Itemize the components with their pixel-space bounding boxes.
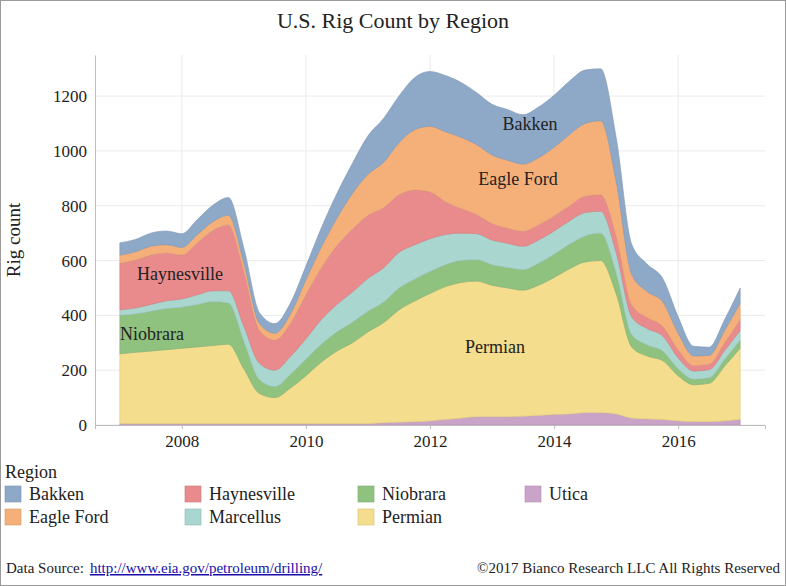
tick-label: 2010 <box>289 432 323 451</box>
tick-label: 600 <box>62 251 88 270</box>
legend-item: Permian <box>358 507 442 527</box>
tick-label: 400 <box>62 306 88 325</box>
tick: 1200 <box>53 87 87 106</box>
tick-mark <box>430 425 431 429</box>
legend-item: Haynesville <box>185 484 295 504</box>
legend-label: Permian <box>382 507 442 527</box>
tick: 2010 <box>289 425 323 451</box>
chart: 2008 2010 2012 2014 2016 0 200 400 600 800 1000 120… <box>0 0 786 586</box>
tick-mark <box>306 425 307 429</box>
tick: 0 <box>79 416 88 435</box>
plot-area <box>120 69 740 425</box>
tick: 800 <box>62 197 88 216</box>
tick-label: 2008 <box>165 432 199 451</box>
tick-label: 1200 <box>53 87 87 106</box>
tick-label: 2012 <box>414 432 448 451</box>
title: U.S. Rig Count by Region <box>277 8 509 33</box>
legend-item: Bakken <box>5 484 84 504</box>
area-label: Bakken <box>503 114 558 134</box>
legend-swatch <box>525 486 541 502</box>
legend-item: Marcellus <box>185 507 281 527</box>
legend-swatch <box>5 509 21 525</box>
tick: 2012 <box>414 425 448 451</box>
legend-swatch <box>185 486 201 502</box>
tick-mark <box>182 425 183 429</box>
tick-label: 800 <box>62 197 88 216</box>
tick-label: 2014 <box>538 432 573 451</box>
legend-swatch <box>358 486 374 502</box>
tick: 600 <box>62 251 88 270</box>
x-axis: 2008 2010 2012 2014 2016 <box>96 425 766 451</box>
legend-swatch <box>185 509 201 525</box>
legend-label: Utica <box>549 484 588 504</box>
legend: RegionBakken Eagle Ford Haynesville Marcell… <box>5 462 588 527</box>
background <box>1 1 786 586</box>
legend-label: Niobrara <box>382 484 446 504</box>
area-labels: Bakken Eagle Ford Haynesville Niobrara Permi… <box>120 114 558 357</box>
tick-label: 1000 <box>53 142 87 161</box>
tick: 200 <box>62 361 88 380</box>
area <box>120 69 740 356</box>
tick: 400 <box>62 306 88 325</box>
axis-line <box>95 56 96 426</box>
area-label: Niobrara <box>120 324 184 344</box>
source-link[interactable]: http://www.eia.gov/petroleum/drilling/ <box>90 560 323 576</box>
legend-item: Niobrara <box>358 484 446 504</box>
area-label: Eagle Ford <box>478 169 557 189</box>
copyright: ©2017 Bianco Research LLC All Rights Res… <box>477 560 781 576</box>
footer: Data Source: http://www.eia.gov/petroleum… <box>6 560 780 576</box>
tick-label: 2016 <box>662 432 696 451</box>
legend-label: Eagle Ford <box>29 507 108 527</box>
tick: 2014 <box>538 425 573 451</box>
tick-mark <box>678 425 679 429</box>
legend-item: Eagle Ford <box>5 507 108 527</box>
tick: 2008 <box>165 425 199 451</box>
y-axis-title: Rig count <box>3 202 24 277</box>
tick: 2016 <box>662 425 696 451</box>
grid <box>95 55 765 425</box>
legend-title: Region <box>5 462 57 482</box>
tick-label: 0 <box>79 416 88 435</box>
tick-label: 200 <box>62 361 88 380</box>
area-label: Haynesville <box>137 264 223 284</box>
legend-label: Marcellus <box>209 507 281 527</box>
source-label: Data Source: <box>6 560 84 576</box>
area-label: Permian <box>465 337 525 357</box>
y-axis: 0 200 400 600 800 1000 1200 <box>53 56 96 435</box>
legend-swatch <box>358 509 374 525</box>
area <box>120 121 740 366</box>
axis-line <box>96 426 766 430</box>
legend-item: Utica <box>525 484 588 504</box>
tick: 1000 <box>53 142 87 161</box>
tick-mark <box>554 425 555 429</box>
legend-swatch <box>5 486 21 502</box>
legend-label: Bakken <box>29 484 84 504</box>
legend-label: Haynesville <box>209 484 295 504</box>
